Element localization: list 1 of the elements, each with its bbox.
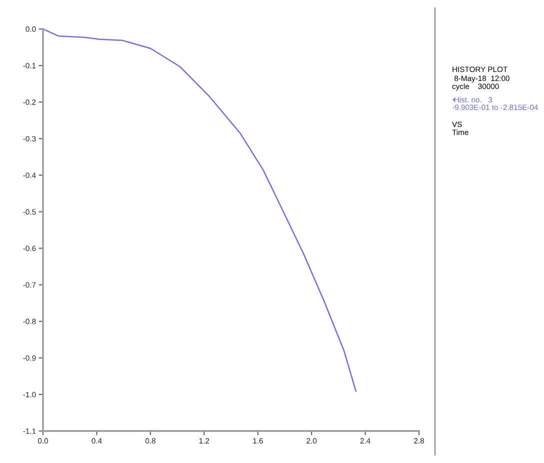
line-series — [43, 29, 357, 392]
